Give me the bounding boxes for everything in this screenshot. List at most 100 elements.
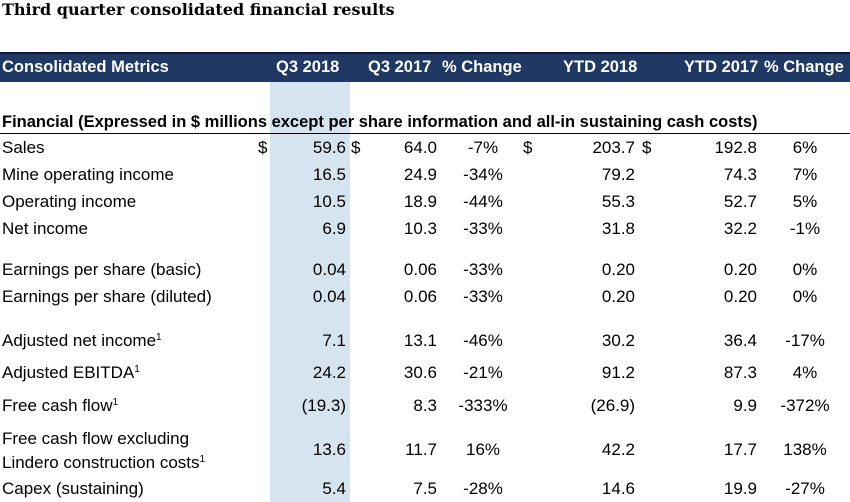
cell-ytd-change: -17% <box>785 331 825 350</box>
cell-q3-2018: 16.5 <box>312 165 346 184</box>
cell-q3-2017: 64.0 <box>403 138 437 157</box>
footnote-marker: 1 <box>199 454 206 465</box>
cell-ytd-2018: 0.20 <box>601 287 635 306</box>
row-label: Earnings per share (diluted) <box>2 286 212 308</box>
cell-ytd-2018: 42.2 <box>601 440 635 459</box>
currency-symbol: $ <box>351 138 361 157</box>
cell-ytd-2017: 52.7 <box>723 192 757 211</box>
cell-q3-2017: 18.9 <box>403 192 437 211</box>
cell-ytd-2017: 36.4 <box>723 331 757 350</box>
cell-q-change: -21% <box>463 363 503 382</box>
page-title: Third quarter consolidated financial res… <box>2 0 395 19</box>
row-label-text: Mine operating income <box>2 165 174 184</box>
cell-q3-2018: 0.04 <box>312 287 346 306</box>
cell-q-change: -33% <box>463 287 503 306</box>
header-ytd-change: % Change <box>764 58 844 76</box>
currency-symbol: $ <box>258 138 268 157</box>
header-q-change: % Change <box>442 58 522 76</box>
cell-ytd-2017: 74.3 <box>723 165 757 184</box>
cell-q3-2017: 0.06 <box>403 287 437 306</box>
row-label-text: Free cash flow <box>2 396 113 415</box>
cell-q3-2017: 10.3 <box>403 219 437 238</box>
cell-ytd-change: 7% <box>792 165 818 184</box>
row-label-text: Operating income <box>2 192 137 211</box>
cell-ytd-change: 5% <box>792 192 818 211</box>
row-label-continued: Lindero construction costs1 <box>2 452 205 474</box>
cell-q3-2018: 24.2 <box>312 363 346 382</box>
row-label-text: Net income <box>2 219 88 238</box>
cell-q3-2018: 7.1 <box>322 331 346 350</box>
cell-q3-2017: 30.6 <box>403 363 437 382</box>
cell-ytd-change: 138% <box>783 440 827 459</box>
cell-ytd-change: -27% <box>785 479 825 498</box>
currency-symbol: $ <box>642 138 652 157</box>
cell-q-change: -34% <box>463 165 503 184</box>
row-label: Adjusted EBITDA1 <box>2 362 140 384</box>
footnote-marker: 1 <box>112 397 119 408</box>
cell-ytd-2018: 55.3 <box>601 192 635 211</box>
cell-ytd-change: 6% <box>792 138 818 157</box>
cell-q3-2017: 0.06 <box>403 260 437 279</box>
cell-ytd-2017: 87.3 <box>723 363 757 382</box>
row-label-text: Earnings per share (basic) <box>2 260 202 279</box>
row-label: Operating income <box>2 191 136 213</box>
cell-q-change: -28% <box>463 479 503 498</box>
cell-q-change: 16% <box>465 440 501 459</box>
row-label-text: Adjusted net income <box>2 331 157 350</box>
cell-ytd-2017: 192.8 <box>714 138 757 157</box>
row-label: Earnings per share (basic) <box>2 259 201 281</box>
cell-ytd-2018: 0.20 <box>601 260 635 279</box>
header-metric: Consolidated Metrics <box>2 58 169 76</box>
header-ytd-2017: YTD 2017 <box>684 58 759 76</box>
cell-ytd-2017: 19.9 <box>723 479 757 498</box>
cell-ytd-2017: 0.20 <box>723 287 757 306</box>
cell-q-change: -44% <box>463 192 503 211</box>
q3-2018-column-highlight <box>270 82 350 502</box>
header-q3-2018: Q3 2018 <box>276 58 340 76</box>
cell-ytd-change: 0% <box>792 260 818 279</box>
cell-q3-2017: 7.5 <box>413 479 437 498</box>
cell-q3-2018: 13.6 <box>312 440 346 459</box>
cell-ytd-2017: 17.7 <box>723 440 757 459</box>
cell-ytd-change: 0% <box>792 287 818 306</box>
cell-q3-2017: 8.3 <box>413 396 437 415</box>
cell-q3-2018: 59.6 <box>312 138 346 157</box>
cell-q-change: -333% <box>458 396 508 415</box>
header-q3-2017: Q3 2017 <box>368 58 432 76</box>
cell-q-change: -33% <box>463 219 503 238</box>
row-label-text: Adjusted EBITDA <box>2 363 135 382</box>
cell-ytd-2018: 91.2 <box>601 363 635 382</box>
row-label: Capex (sustaining) <box>2 478 144 500</box>
cell-q3-2018: 10.5 <box>312 192 346 211</box>
section-heading: Financial (Expressed in $ millions excep… <box>2 113 758 131</box>
cell-ytd-2018: 30.2 <box>601 331 635 350</box>
row-label: Net income <box>2 218 88 240</box>
row-label-text: Capex (sustaining) <box>2 479 144 498</box>
section-divider <box>0 133 850 134</box>
row-label-text: Free cash flow excluding <box>2 429 190 448</box>
cell-ytd-2017: 0.20 <box>723 260 757 279</box>
cell-ytd-change: -1% <box>789 219 821 238</box>
row-label-text: Earnings per share (diluted) <box>2 287 212 306</box>
footnote-marker: 1 <box>156 332 162 343</box>
header-ytd-2018: YTD 2018 <box>563 58 638 76</box>
cell-ytd-2017: 32.2 <box>723 219 757 238</box>
table-header <box>0 52 850 82</box>
cell-ytd-change: -372% <box>780 396 830 415</box>
cell-q3-2017: 13.1 <box>403 331 437 350</box>
cell-q3-2018: (19.3) <box>301 396 346 415</box>
cell-q3-2018: 6.9 <box>322 219 346 238</box>
row-label: Free cash flow1 <box>2 395 118 417</box>
cell-ytd-2018: 31.8 <box>601 219 635 238</box>
cell-ytd-change: 4% <box>792 363 818 382</box>
row-label: Adjusted net income1 <box>2 330 162 352</box>
cell-q-change: -33% <box>463 260 503 279</box>
cell-ytd-2018: 79.2 <box>601 165 635 184</box>
cell-ytd-2018: 14.6 <box>601 479 635 498</box>
cell-q-change: -46% <box>463 331 503 350</box>
row-label: Sales <box>2 137 45 159</box>
footnote-marker: 1 <box>134 364 140 375</box>
cell-ytd-2018: 203.7 <box>592 138 635 157</box>
cell-ytd-2018: (26.9) <box>590 396 635 415</box>
cell-q3-2017: 24.9 <box>403 165 437 184</box>
